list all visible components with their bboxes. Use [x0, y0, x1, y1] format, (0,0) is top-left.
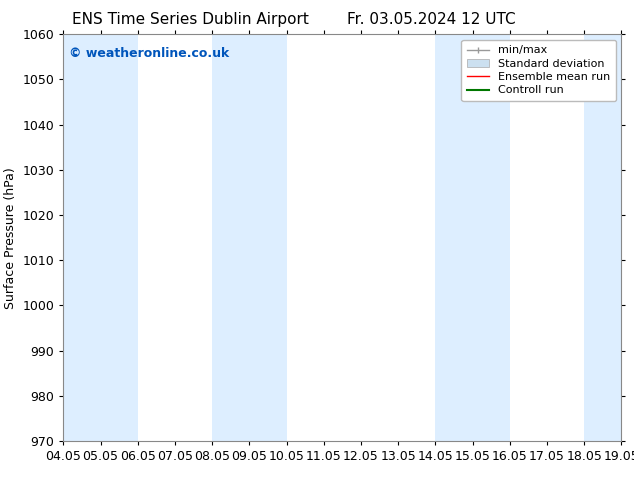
- Bar: [212, 34, 287, 441]
- Bar: [436, 34, 510, 441]
- Bar: [63, 34, 138, 441]
- Y-axis label: Surface Pressure (hPa): Surface Pressure (hPa): [4, 167, 17, 309]
- Legend: min/max, Standard deviation, Ensemble mean run, Controll run: min/max, Standard deviation, Ensemble me…: [462, 40, 616, 101]
- Text: © weatheronline.co.uk: © weatheronline.co.uk: [69, 47, 230, 59]
- Text: Fr. 03.05.2024 12 UTC: Fr. 03.05.2024 12 UTC: [347, 12, 515, 27]
- Bar: [584, 34, 621, 441]
- Text: ENS Time Series Dublin Airport: ENS Time Series Dublin Airport: [72, 12, 309, 27]
